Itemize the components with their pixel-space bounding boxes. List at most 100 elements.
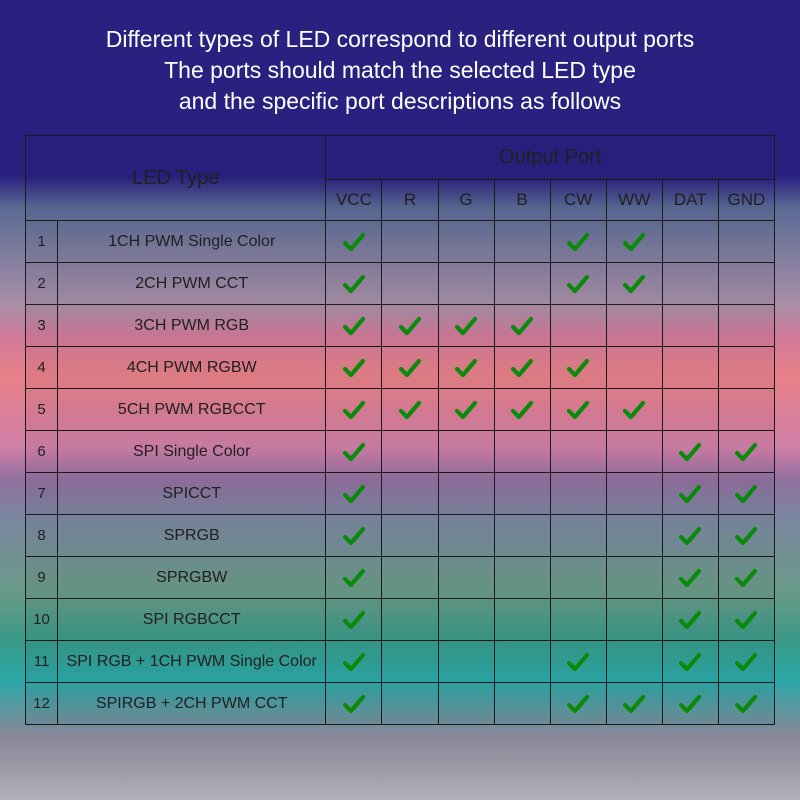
header-output-port: Output Port [326,136,775,180]
port-cell [326,389,382,431]
check-icon [663,440,718,464]
port-cell [550,515,606,557]
port-cell [326,473,382,515]
check-icon [326,272,381,296]
check-icon [326,692,381,716]
table-row: 8SPRGB [26,515,775,557]
check-icon [607,692,662,716]
check-icon [326,608,381,632]
port-cell [550,431,606,473]
port-header-gnd: GND [718,180,774,221]
infographic-frame: Different types of LED correspond to dif… [0,0,800,800]
check-icon [719,524,774,548]
port-cell [438,389,494,431]
check-icon [663,692,718,716]
row-led-type: 3CH PWM RGB [58,305,326,347]
row-index: 4 [26,347,58,389]
port-header-g: G [438,180,494,221]
port-cell [606,389,662,431]
port-cell [438,557,494,599]
check-icon [719,440,774,464]
check-icon [719,650,774,674]
check-icon [719,608,774,632]
row-led-type: SPI Single Color [58,431,326,473]
check-icon [551,398,606,422]
port-cell [382,683,438,725]
port-cell [494,431,550,473]
port-cell [718,557,774,599]
row-index: 9 [26,557,58,599]
row-led-type: SPIRGB + 2CH PWM CCT [58,683,326,725]
header-led-type: LED Type [26,136,326,221]
port-cell [606,683,662,725]
check-icon [326,440,381,464]
row-index: 10 [26,599,58,641]
check-icon [607,272,662,296]
row-led-type: 1CH PWM Single Color [58,221,326,263]
port-cell [662,515,718,557]
check-icon [663,650,718,674]
port-cell [438,599,494,641]
port-cell [494,263,550,305]
port-cell [326,347,382,389]
port-cell [382,263,438,305]
check-icon [607,398,662,422]
check-icon [663,566,718,590]
port-header-cw: CW [550,180,606,221]
check-icon [663,482,718,506]
check-icon [326,230,381,254]
table-row: 7SPICCT [26,473,775,515]
table-row: 11CH PWM Single Color [26,221,775,263]
row-led-type: 4CH PWM RGBW [58,347,326,389]
check-icon [719,566,774,590]
row-index: 2 [26,263,58,305]
port-cell [550,305,606,347]
port-header-ww: WW [606,180,662,221]
table-row: 9SPRGBW [26,557,775,599]
port-cell [438,473,494,515]
port-cell [550,473,606,515]
port-cell [326,641,382,683]
check-icon [663,608,718,632]
port-cell [326,683,382,725]
port-cell [550,221,606,263]
port-cell [662,431,718,473]
port-cell [550,599,606,641]
port-cell [718,431,774,473]
check-icon [326,524,381,548]
port-cell [550,557,606,599]
port-cell [382,221,438,263]
check-icon [551,272,606,296]
port-cell [438,431,494,473]
port-cell [382,557,438,599]
port-cell [438,641,494,683]
port-cell [606,305,662,347]
port-cell [438,221,494,263]
row-led-type: 5CH PWM RGBCCT [58,389,326,431]
check-icon [439,356,494,380]
table-row: 6SPI Single Color [26,431,775,473]
row-led-type: SPI RGBCCT [58,599,326,641]
port-cell [494,641,550,683]
port-cell [550,263,606,305]
row-led-type: SPI RGB + 1CH PWM Single Color [58,641,326,683]
port-cell [718,263,774,305]
check-icon [551,230,606,254]
port-cell [382,347,438,389]
port-cell [326,599,382,641]
row-index: 11 [26,641,58,683]
heading-line-1: Different types of LED correspond to dif… [25,24,775,55]
table-row: 33CH PWM RGB [26,305,775,347]
port-cell [662,347,718,389]
port-cell [326,263,382,305]
check-icon [439,398,494,422]
check-icon [663,524,718,548]
heading-line-3: and the specific port descriptions as fo… [25,86,775,117]
port-cell [382,473,438,515]
row-index: 5 [26,389,58,431]
port-header-b: B [494,180,550,221]
port-cell [606,431,662,473]
check-icon [326,356,381,380]
check-icon [326,314,381,338]
row-index: 8 [26,515,58,557]
